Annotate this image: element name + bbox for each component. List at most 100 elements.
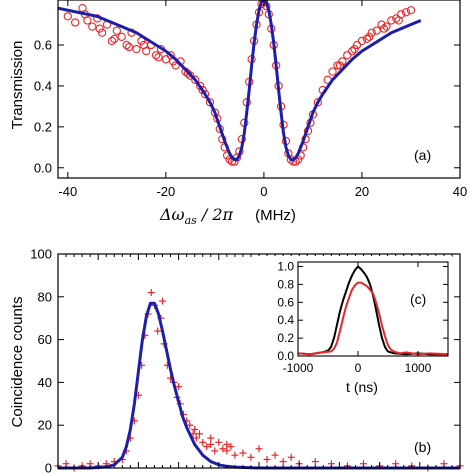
- x-tick-label: 0: [260, 184, 267, 199]
- data-point: [207, 434, 215, 442]
- data-point: [392, 14, 401, 23]
- panel-a-label: (a): [414, 147, 431, 163]
- y-tick-label: 0.2: [34, 119, 52, 134]
- data-point: [95, 24, 104, 33]
- x-tick-label: -20: [156, 184, 175, 199]
- data-point: [379, 24, 389, 33]
- x-tick-label: 20: [355, 184, 369, 199]
- data-point: [192, 434, 200, 442]
- data-point: [196, 430, 204, 438]
- data-point: [124, 42, 134, 52]
- data-point: [313, 98, 322, 107]
- panel-c-marks: [297, 265, 449, 356]
- data-point: [347, 46, 357, 56]
- x-label-subscript: as: [185, 214, 198, 227]
- panel-b-ticks: 0 20 40 60 80 100: [30, 247, 461, 474]
- panel-a-transmission: -40 -20 0 20 40 0.0 0.2 0.4 0.6 Transmission (a)…: [9, 0, 467, 227]
- y-tick-label: 0.4: [277, 313, 294, 327]
- data-point: [191, 425, 199, 433]
- data-point: [71, 18, 80, 27]
- y-tick-label: 40: [38, 375, 52, 390]
- x-label-delta-omega: Δω: [159, 205, 185, 224]
- data-point: [271, 451, 279, 459]
- panel-c-ticks: -1000 0 1000 0.0 0.2 0.4 0.6 0.8 1.0: [277, 259, 448, 375]
- data-point: [122, 40, 131, 50]
- x-label-unit: (MHz): [255, 207, 296, 224]
- data-point: [219, 445, 227, 453]
- data-point: [107, 36, 117, 46]
- data-point: [199, 438, 207, 446]
- data-point: [159, 297, 167, 305]
- data-point: [350, 44, 359, 54]
- x-tick-label: -1000: [283, 361, 314, 375]
- data-point: [88, 22, 97, 31]
- y-tick-label: 0.6: [34, 38, 52, 53]
- data-point: [198, 85, 207, 95]
- data-point: [139, 40, 148, 50]
- data-point: [367, 28, 376, 37]
- y-tick-label: 20: [38, 418, 52, 433]
- panel-a-plot-frame: [57, 0, 461, 179]
- data-point: [401, 8, 411, 17]
- data-point: [333, 61, 342, 70]
- pulse-trace: [297, 265, 448, 356]
- data-point: [223, 447, 231, 455]
- y-tick-label: 0.0: [277, 349, 294, 363]
- data-point: [215, 438, 223, 446]
- panel-c-background: [256, 256, 452, 392]
- data-point: [372, 26, 381, 35]
- data-point: [227, 443, 235, 451]
- pulse-trace: [297, 281, 449, 356]
- data-point: [255, 445, 263, 453]
- data-point: [161, 55, 171, 64]
- panel-b-y-axis-label: Coincidence counts: [9, 297, 26, 428]
- panel-c-plot-frame: [297, 261, 449, 357]
- y-tick-label: 1.0: [277, 259, 294, 273]
- data-point: [406, 6, 416, 15]
- y-tick-label: 80: [38, 289, 52, 304]
- data-point: [117, 32, 126, 41]
- data-point: [377, 20, 386, 29]
- x-tick-label: 0: [355, 361, 362, 375]
- panel-a-y-axis-label: Transmission: [9, 41, 26, 130]
- data-point: [223, 440, 231, 448]
- data-point: [97, 28, 107, 37]
- x-label-over-2pi: / 2π: [197, 205, 234, 224]
- data-point: [247, 453, 255, 461]
- data-point: [365, 32, 374, 41]
- data-point: [112, 26, 121, 35]
- data-point: [362, 34, 372, 44]
- data-point: [335, 61, 345, 70]
- y-tick-label: 0.0: [34, 160, 52, 175]
- data-point: [263, 455, 271, 463]
- data-point: [394, 16, 403, 25]
- data-point: [151, 51, 161, 60]
- panel-b-label: (b): [414, 439, 431, 455]
- y-tick-label: 0.4: [34, 78, 52, 93]
- data-point: [279, 458, 287, 466]
- data-point: [186, 421, 194, 429]
- data-point: [287, 453, 295, 461]
- data-point: [239, 449, 247, 457]
- data-point: [311, 458, 319, 466]
- data-point: [203, 443, 211, 451]
- y-tick-label: 0.8: [277, 277, 294, 291]
- x-tick-label: 40: [453, 184, 467, 199]
- y-tick-label: 0.6: [277, 295, 294, 309]
- data-point: [191, 75, 200, 84]
- data-point: [63, 12, 72, 21]
- data-point: [200, 89, 210, 99]
- panel-a-x-axis-label: Δωas / 2π (MHz): [159, 205, 296, 227]
- data-point: [205, 98, 215, 107]
- panel-b-coincidence: 0 20 40 60 80 100 Coincidence counts (b): [9, 247, 464, 474]
- fit-curve: [57, 0, 422, 162]
- x-tick-label: -40: [58, 184, 77, 199]
- data-point: [338, 57, 347, 66]
- y-tick-label: 100: [30, 247, 52, 262]
- data-point: [186, 71, 195, 80]
- data-point: [171, 61, 180, 70]
- y-tick-label: 0.2: [277, 331, 294, 345]
- data-point: [382, 22, 391, 31]
- x-tick-label: 1000: [405, 361, 432, 375]
